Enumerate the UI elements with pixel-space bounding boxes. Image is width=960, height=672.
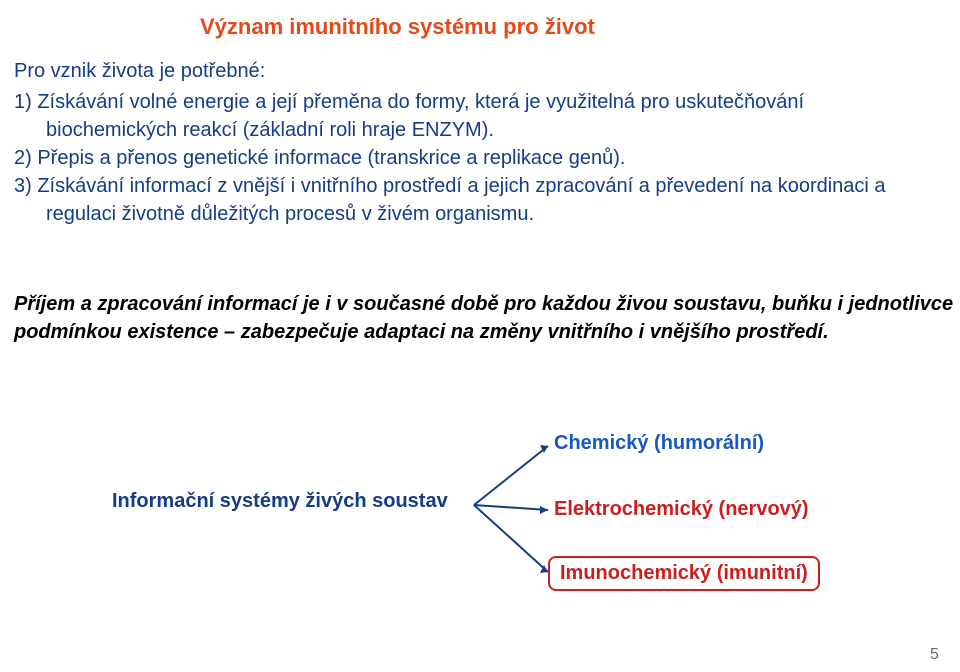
intro-line: Pro vznik života je potřebné:: [14, 60, 265, 83]
list-item-2: 2) Přepis a přenos genetické informace (…: [14, 144, 940, 172]
branch-chemical: Chemický (humorální): [554, 432, 764, 455]
emphasis-paragraph: Příjem a zpracování informací je i v sou…: [14, 290, 954, 346]
list-item-3: 3) Získávání informací z vnější i vnitřn…: [14, 172, 940, 228]
systems-label: Informační systémy živých soustav: [112, 490, 448, 513]
list-item-1: 1) Získávání volné energie a její přeměn…: [14, 88, 940, 144]
branch-immunochemical: Imunochemický (imunitní): [548, 556, 820, 591]
branch-electrochemical: Elektrochemický (nervový): [554, 498, 809, 521]
slide-page: Význam imunitního systému pro život Pro …: [0, 0, 960, 672]
branch-arrows: [470, 430, 560, 590]
page-title: Význam imunitního systému pro život: [200, 14, 595, 40]
page-number: 5: [930, 646, 939, 664]
